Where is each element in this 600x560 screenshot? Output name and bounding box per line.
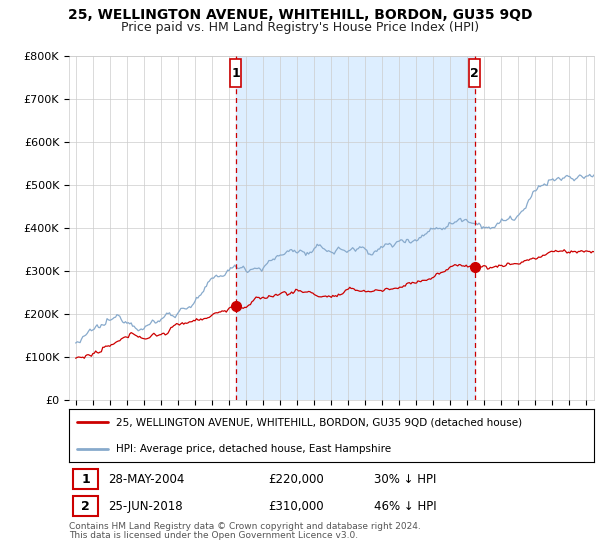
FancyBboxPatch shape <box>73 496 98 516</box>
Text: 2: 2 <box>470 67 479 80</box>
Text: 28-MAY-2004: 28-MAY-2004 <box>109 473 185 486</box>
Bar <box>236 56 475 400</box>
Text: 25-JUN-2018: 25-JUN-2018 <box>109 500 183 513</box>
Text: 1: 1 <box>231 67 240 80</box>
FancyBboxPatch shape <box>230 59 241 87</box>
Text: Price paid vs. HM Land Registry's House Price Index (HPI): Price paid vs. HM Land Registry's House … <box>121 21 479 34</box>
Text: 46% ↓ HPI: 46% ↓ HPI <box>373 500 436 513</box>
Text: £220,000: £220,000 <box>269 473 324 486</box>
Text: 25, WELLINGTON AVENUE, WHITEHILL, BORDON, GU35 9QD: 25, WELLINGTON AVENUE, WHITEHILL, BORDON… <box>68 8 532 22</box>
Text: Contains HM Land Registry data © Crown copyright and database right 2024.: Contains HM Land Registry data © Crown c… <box>69 522 421 531</box>
Text: 25, WELLINGTON AVENUE, WHITEHILL, BORDON, GU35 9QD (detached house): 25, WELLINGTON AVENUE, WHITEHILL, BORDON… <box>116 417 523 427</box>
Text: 1: 1 <box>82 473 90 486</box>
Text: 30% ↓ HPI: 30% ↓ HPI <box>373 473 436 486</box>
FancyBboxPatch shape <box>469 59 479 87</box>
Text: £310,000: £310,000 <box>269 500 324 513</box>
Text: This data is licensed under the Open Government Licence v3.0.: This data is licensed under the Open Gov… <box>69 531 358 540</box>
Text: 2: 2 <box>82 500 90 513</box>
Text: HPI: Average price, detached house, East Hampshire: HPI: Average price, detached house, East… <box>116 444 391 454</box>
FancyBboxPatch shape <box>73 469 98 489</box>
